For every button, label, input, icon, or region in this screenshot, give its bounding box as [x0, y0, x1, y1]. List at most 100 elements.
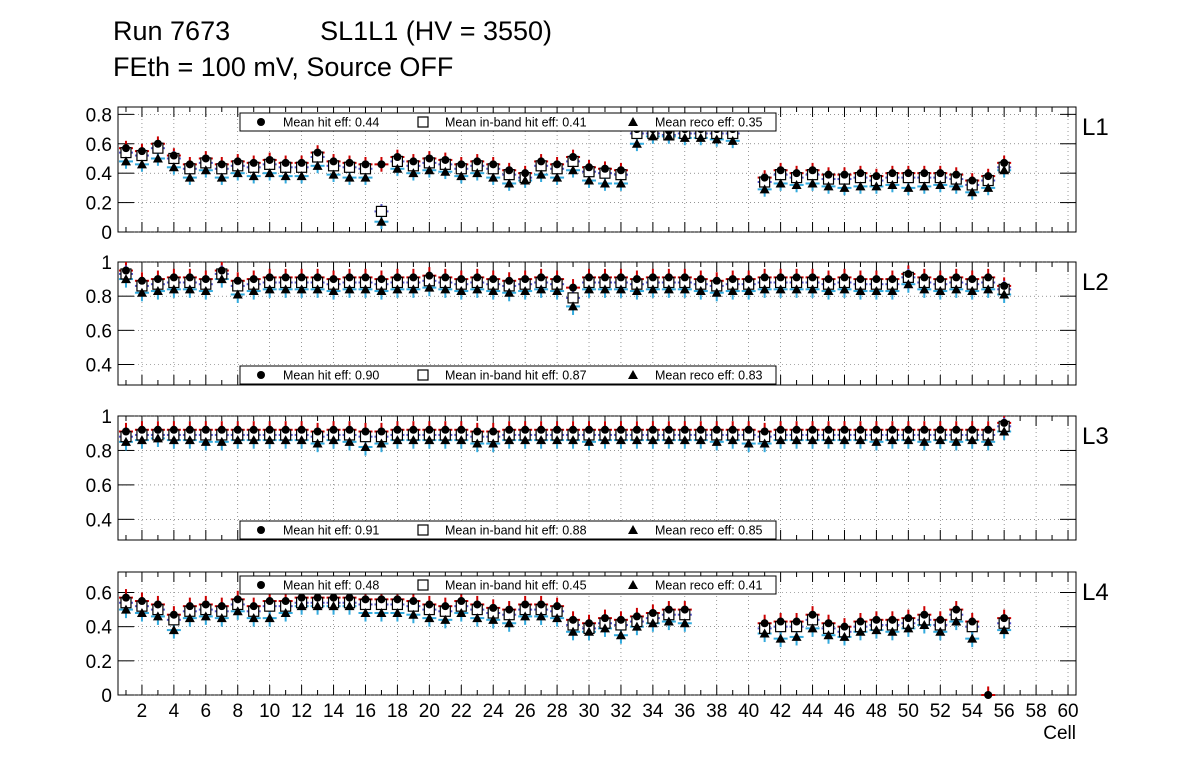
data-point-square: [375, 205, 388, 218]
chamber-label: SL1L1 (HV = 3550): [320, 16, 553, 46]
legend-label: Mean reco eff: 0.41: [655, 579, 763, 593]
data-point-circle: [153, 600, 162, 609]
data-point-circle: [473, 273, 482, 282]
data-point-triangle: [248, 286, 259, 296]
data-point-circle: [457, 597, 466, 606]
legend-box: [239, 575, 777, 595]
data-point-circle: [968, 425, 977, 434]
data-point-triangle: [120, 274, 131, 284]
data-point-triangle: [440, 435, 451, 445]
data-point-triangle: [136, 287, 147, 297]
data-point-triangle: [312, 438, 323, 448]
data-point-circle: [137, 597, 146, 606]
data-point-triangle: [775, 435, 786, 445]
data-point-triangle: [488, 286, 499, 296]
data-point-triangle: [232, 435, 243, 445]
data-point-circle: [760, 427, 769, 436]
data-point-triangle: [823, 286, 834, 296]
data-point-triangle: [711, 436, 722, 446]
data-point-triangle: [951, 181, 962, 191]
data-point-triangle: [967, 187, 978, 197]
data-point-triangle: [376, 608, 387, 617]
data-point-triangle: [280, 608, 291, 617]
data-point-triangle: [599, 178, 610, 188]
data-point-triangle: [456, 435, 467, 445]
data-point-triangle: [759, 184, 770, 194]
data-point-triangle: [440, 614, 451, 624]
data-point-circle: [952, 170, 961, 179]
data-point-triangle: [855, 286, 866, 296]
y-tick-label: 1: [101, 407, 112, 428]
data-point-triangle: [599, 435, 610, 445]
data-point-circle: [680, 425, 689, 434]
data-point-triangle: [807, 284, 818, 294]
data-point-triangle: [999, 426, 1010, 436]
data-point-circle: [680, 273, 689, 282]
data-point-triangle: [919, 436, 930, 446]
data-point-triangle: [568, 435, 579, 445]
data-point-circle: [553, 425, 562, 434]
data-point-circle: [185, 602, 194, 611]
data-point-triangle: [647, 131, 658, 141]
data-point-circle: [297, 273, 306, 282]
x-tick-label: 12: [291, 701, 312, 722]
data-point-circle: [569, 425, 578, 434]
x-tick-label: 56: [994, 701, 1015, 722]
data-point-triangle: [807, 178, 818, 188]
data-point-circle: [600, 425, 609, 434]
data-point-circle: [185, 425, 194, 434]
data-point-triangle: [711, 134, 722, 144]
data-point-triangle: [488, 614, 499, 624]
layer-label: L4: [1082, 579, 1109, 606]
data-point-triangle: [887, 435, 898, 445]
y-tick-label: 0.8: [86, 105, 112, 126]
data-point-circle: [904, 269, 913, 278]
x-tick-label: 58: [1026, 701, 1047, 722]
data-point-triangle: [983, 284, 994, 294]
data-point-circle: [217, 425, 226, 434]
data-point-circle: [233, 157, 242, 166]
data-point-triangle: [536, 284, 547, 294]
data-point-circle: [840, 273, 849, 282]
data-point-circle: [473, 427, 482, 436]
data-point-triangle: [328, 286, 339, 296]
data-point-circle: [393, 425, 402, 434]
x-tick-label: 16: [355, 701, 376, 722]
x-axis-title: Cell: [1043, 723, 1076, 744]
y-tick-label: 0.8: [86, 441, 112, 462]
data-point-triangle: [871, 286, 882, 296]
data-point-circle: [185, 160, 194, 169]
legend-box: [239, 520, 777, 540]
legend: Mean hit eff: 0.90 Mean in-band hit eff: …: [239, 365, 777, 385]
data-point-triangle: [152, 153, 163, 163]
data-point-triangle: [919, 284, 930, 294]
x-tick-label: 26: [515, 701, 536, 722]
data-point-triangle: [967, 633, 978, 643]
data-point-triangle: [791, 179, 802, 189]
data-point-circle: [808, 273, 817, 282]
data-point-triangle: [200, 611, 211, 621]
data-point-circle: [808, 425, 817, 434]
data-point-circle: [600, 273, 609, 282]
data-point-triangle: [967, 286, 978, 296]
data-point-circle: [377, 427, 386, 436]
data-point-circle: [1000, 418, 1009, 427]
panel-l1: 0 0.2 0.4 0.6 0.8 L1 Mean hit eff: 0.44 Mean in…: [86, 105, 1109, 244]
data-point-circle: [457, 425, 466, 434]
data-point-circle: [984, 691, 993, 699]
data-point-circle: [537, 600, 546, 609]
data-point-triangle: [791, 284, 802, 294]
data-point-triangle: [631, 621, 642, 631]
legend-marker-circle: [257, 526, 265, 534]
data-point-triangle: [504, 178, 515, 188]
data-point-triangle: [472, 284, 483, 294]
legend-label: Mean in-band hit eff: 0.45: [445, 579, 587, 593]
data-point-circle: [537, 425, 546, 434]
layer-label: L1: [1082, 114, 1109, 141]
legend-marker-square: [417, 524, 429, 536]
data-point-triangle: [855, 435, 866, 445]
data-point-triangle: [344, 172, 355, 182]
data-point-circle: [425, 271, 434, 280]
data-point-triangle: [599, 284, 610, 294]
legend-label: Mean hit eff: 0.44: [283, 116, 379, 130]
